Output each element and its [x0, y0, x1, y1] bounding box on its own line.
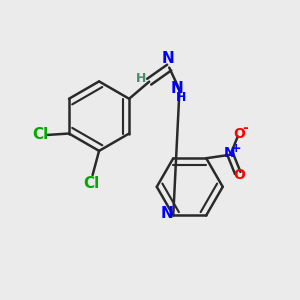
Text: H: H — [136, 72, 146, 85]
Text: O: O — [233, 168, 245, 182]
Text: N: N — [170, 81, 183, 96]
Text: N: N — [161, 51, 174, 66]
Text: Cl: Cl — [83, 176, 99, 191]
Text: Cl: Cl — [32, 127, 49, 142]
Text: +: + — [231, 142, 242, 155]
Text: -: - — [242, 121, 248, 135]
Text: N: N — [160, 206, 173, 221]
Text: O: O — [233, 127, 245, 140]
Text: H: H — [176, 92, 186, 104]
Text: N: N — [224, 146, 236, 160]
